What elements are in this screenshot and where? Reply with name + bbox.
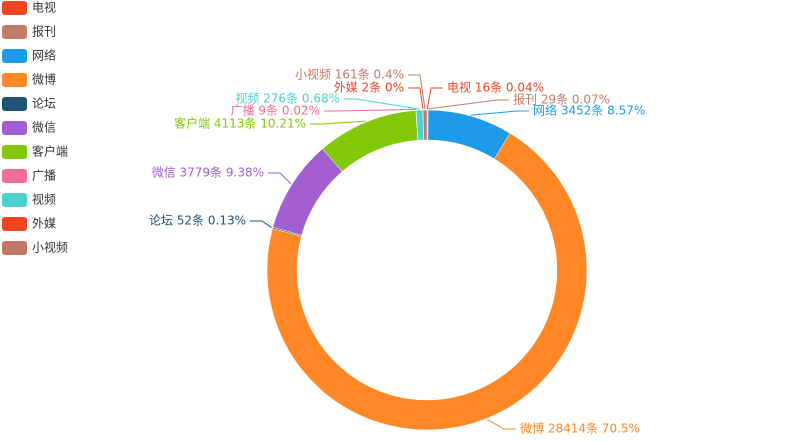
leader-line	[310, 120, 366, 125]
legend-label: 微信	[32, 121, 56, 135]
legend-label: 视频	[32, 192, 56, 207]
slice-label: 外媒 2条 0%	[334, 81, 404, 95]
legend-swatch	[2, 193, 27, 207]
legend-swatch	[2, 1, 27, 15]
legend-label: 客户端	[32, 144, 68, 159]
slice-label: 视频 276条 0.68%	[235, 91, 340, 106]
legend-swatch	[2, 121, 27, 135]
legend-swatch	[2, 241, 27, 255]
legend-swatch	[2, 49, 27, 63]
legend-label: 电视	[32, 0, 56, 15]
slice-label: 广播 9条 0.02%	[231, 104, 320, 118]
donut-slice	[422, 109, 428, 141]
leader-line	[470, 110, 529, 116]
leader-line	[408, 87, 424, 110]
legend-label: 小视频	[32, 240, 68, 255]
legend-swatch	[2, 25, 27, 39]
legend-label: 网络	[32, 48, 56, 63]
slice-label: 小视频 161条 0.4%	[295, 67, 404, 82]
leader-line	[427, 99, 509, 110]
leader-line	[344, 98, 420, 110]
leader-line	[426, 87, 443, 110]
slice-label: 微博 28414条 70.5%	[520, 421, 640, 436]
leader-line	[486, 418, 516, 430]
donut-slice	[266, 132, 588, 431]
donut-slice	[322, 110, 419, 172]
legend-swatch	[2, 169, 27, 183]
legend-label: 论坛	[32, 97, 56, 111]
leader-line	[250, 220, 272, 229]
leader-line	[408, 74, 426, 110]
legend-swatch	[2, 97, 27, 111]
legend-label: 报刊	[32, 24, 56, 39]
slice-label: 论坛 52条 0.13%	[149, 214, 246, 228]
legend-label: 微博	[32, 72, 56, 87]
slice-label: 网络 3452条 8.57%	[533, 103, 645, 118]
donut-slice	[427, 109, 511, 160]
legend-label: 外媒	[32, 217, 56, 231]
donut-slice	[272, 148, 343, 236]
slice-label: 报刊 29条 0.07%	[513, 92, 610, 107]
legend-swatch	[2, 217, 27, 231]
legend-swatch	[2, 73, 27, 87]
leader-line	[268, 172, 292, 185]
slice-label: 微信 3779条 9.38%	[152, 166, 264, 180]
legend-label: 广播	[32, 169, 56, 183]
legend-swatch	[2, 145, 27, 159]
leader-line	[324, 108, 416, 112]
slice-label: 客户端 4113条 10.21%	[174, 116, 306, 131]
slice-label: 电视 16条 0.04%	[447, 80, 544, 95]
